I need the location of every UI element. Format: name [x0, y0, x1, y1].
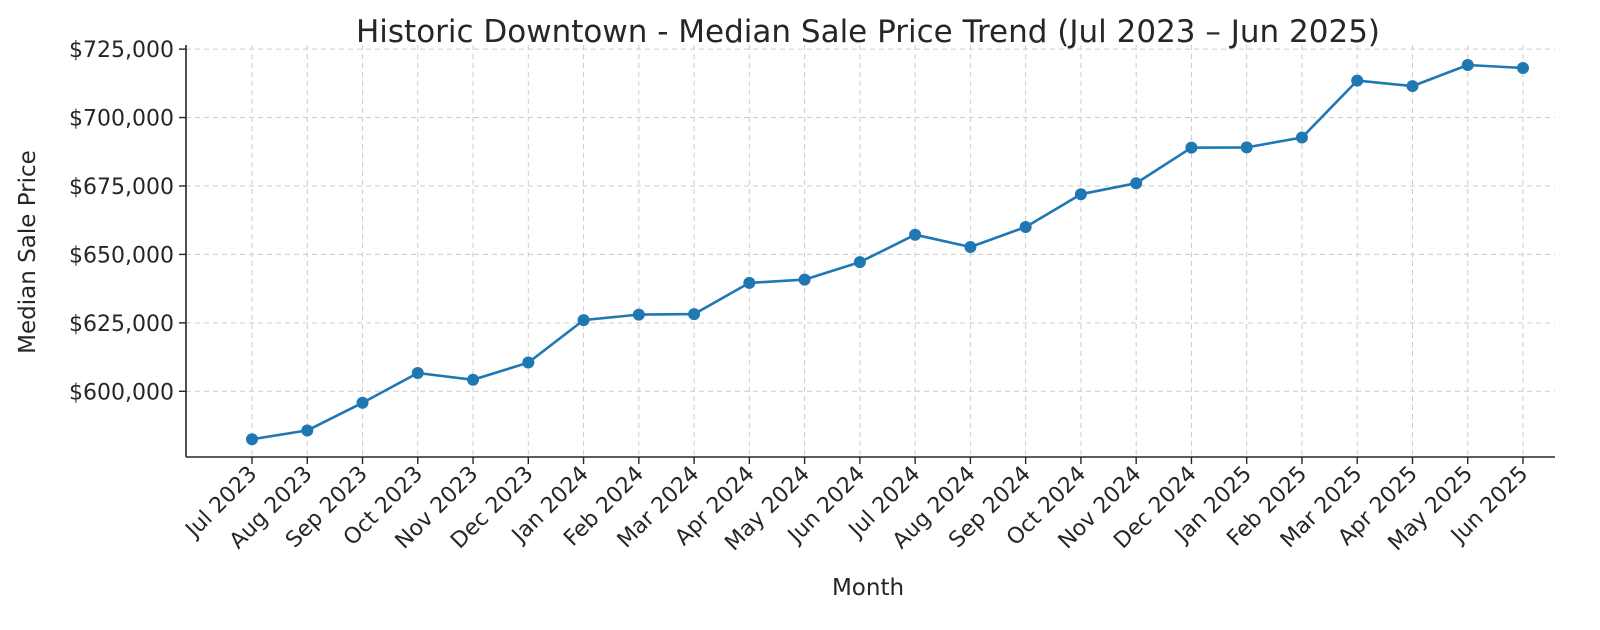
data-point: [1130, 177, 1143, 190]
y-tick-label: $700,000: [69, 107, 174, 132]
data-point: [1295, 131, 1308, 144]
grid: [186, 45, 1555, 457]
data-point: [1185, 141, 1198, 154]
y-tick-label: $725,000: [69, 38, 174, 63]
y-axis-ticks: $600,000 $625,000 $650,000 $675,000 $700,000…: [69, 38, 186, 405]
data-point: [688, 308, 701, 321]
data-point: [632, 308, 645, 321]
data-point: [909, 228, 922, 241]
data-point: [798, 273, 811, 286]
data-point: [853, 256, 866, 269]
axes: [185, 45, 1555, 458]
data-point: [964, 241, 977, 254]
y-axis-label: Median Sale Price: [15, 150, 41, 354]
y-tick-label: $650,000: [69, 243, 174, 268]
data-point: [467, 373, 480, 386]
y-tick-label: $675,000: [69, 175, 174, 200]
data-point: [1461, 58, 1474, 71]
series-line: [251, 63, 1524, 441]
x-axis-label: Month: [832, 575, 904, 601]
data-point: [1074, 188, 1087, 201]
data-point: [1517, 61, 1529, 74]
data-point: [1351, 74, 1364, 87]
data-point: [1019, 221, 1032, 234]
data-point: [577, 314, 590, 327]
data-point: [356, 396, 369, 409]
series-layer: [246, 58, 1529, 446]
data-point: [246, 433, 258, 446]
y-tick-label: $600,000: [69, 380, 174, 405]
data-point: [1240, 141, 1253, 154]
data-point: [1406, 80, 1419, 93]
chart-title: Historic Downtown - Median Sale Price Tr…: [356, 14, 1380, 50]
data-point: [301, 424, 314, 437]
y-tick-label: $625,000: [69, 312, 174, 337]
data-point: [522, 356, 535, 369]
data-point: [411, 366, 424, 379]
data-point: [743, 276, 756, 289]
